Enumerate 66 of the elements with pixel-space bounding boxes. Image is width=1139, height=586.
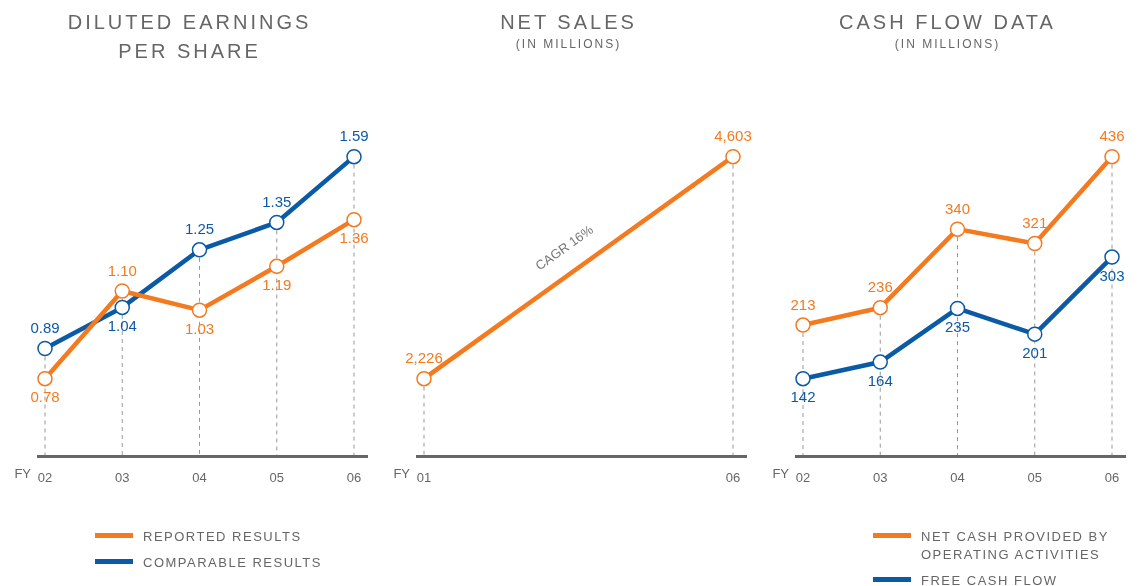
point <box>191 302 208 318</box>
data-label: 201 <box>1022 343 1048 361</box>
data-label: 1.19 <box>262 275 292 293</box>
x-tick-label: 03 <box>873 469 888 485</box>
x-axis-title: FY <box>393 466 411 482</box>
data-label: 164 <box>867 371 893 389</box>
data-label: 436 <box>1099 127 1125 145</box>
chart-title: NET SALES <box>499 10 638 35</box>
point <box>1104 148 1120 165</box>
legend-label: REPORTED RESULTS <box>143 528 302 546</box>
point <box>114 299 130 316</box>
data-label: 4,603 <box>714 127 752 145</box>
data-label: 235 <box>944 318 971 336</box>
data-label: 321 <box>1022 214 1048 232</box>
x-tick-label: 05 <box>1027 469 1042 485</box>
data-label: 1.35 <box>262 193 292 211</box>
x-tick-label: 05 <box>269 469 284 485</box>
x-tick-label: 03 <box>115 469 130 485</box>
data-label: 1.10 <box>107 261 137 279</box>
point <box>949 221 966 237</box>
point <box>949 300 966 317</box>
chart-subtitle: (IN MILLIONS) <box>514 37 623 51</box>
data-label: 0.89 <box>30 319 60 337</box>
data-label: 1.03 <box>184 319 215 337</box>
x-tick-label: 01 <box>416 469 432 485</box>
x-axis-title: FY <box>14 466 32 482</box>
data-label: 142 <box>790 388 816 406</box>
point <box>346 211 362 228</box>
x-axis-title: FY <box>772 466 790 482</box>
legend-label: COMPARABLE RESULTS <box>143 554 322 572</box>
point <box>269 214 285 231</box>
point <box>795 317 811 333</box>
data-label: 303 <box>1099 266 1125 284</box>
x-tick-label: 04 <box>950 469 965 485</box>
x-tick-label: 02 <box>795 469 811 485</box>
point <box>37 340 53 357</box>
data-label: 340 <box>944 199 971 217</box>
x-tick-label: 04 <box>192 469 207 485</box>
data-label: 236 <box>867 278 893 296</box>
point <box>114 283 130 299</box>
data-label: 0.78 <box>30 388 60 406</box>
point <box>37 370 53 387</box>
data-label: 1.25 <box>184 220 215 238</box>
x-tick-label: 06 <box>346 469 362 485</box>
point <box>346 148 362 165</box>
data-label: 213 <box>790 295 816 313</box>
point <box>269 258 285 275</box>
point <box>872 299 888 316</box>
data-label: 1.36 <box>339 229 369 247</box>
data-label: 2,226 <box>405 349 443 367</box>
chart-title: CASH FLOW DATA <box>838 10 1057 35</box>
legend-label: NET CASH PROVIDED BY OPERATING ACTIVITIES <box>921 528 1110 564</box>
point <box>795 370 811 387</box>
point <box>191 242 208 258</box>
chart-subtitle: (IN MILLIONS) <box>893 37 1002 51</box>
data-label: 1.04 <box>107 317 137 335</box>
point <box>1027 235 1043 252</box>
x-tick-label: 06 <box>725 469 741 485</box>
x-tick-label: 06 <box>1104 469 1120 485</box>
x-tick-label: 02 <box>37 469 53 485</box>
point <box>1027 326 1043 342</box>
legend-label: FREE CASH FLOW <box>921 572 1058 586</box>
point <box>1104 249 1120 265</box>
chart-title: DILUTED EARNINGS PER SHARE <box>66 10 313 64</box>
point <box>872 354 888 370</box>
data-label: 1.59 <box>339 127 369 145</box>
